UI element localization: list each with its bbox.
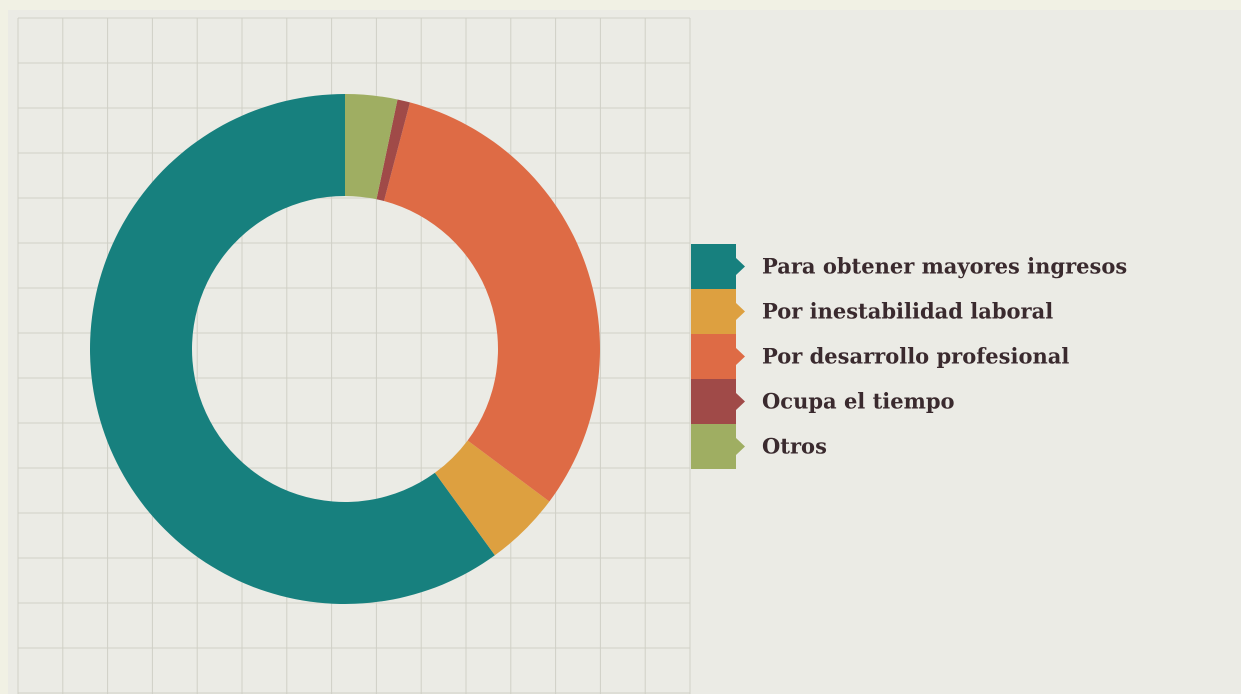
donut-segment — [345, 94, 398, 200]
legend-swatch — [691, 244, 745, 289]
legend-swatch — [691, 379, 745, 424]
legend-label: Por inestabilidad laboral — [762, 299, 1053, 324]
donut-segment — [434, 440, 550, 556]
legend-label: Por desarrollo profesional — [762, 344, 1069, 369]
donut-segment — [376, 99, 410, 202]
donut-segment — [90, 94, 495, 604]
legend-swatch — [691, 334, 745, 379]
legend-label: Ocupa el tiempo — [762, 389, 955, 414]
legend-label: Para obtener mayores ingresos — [762, 254, 1127, 279]
background — [8, 10, 1241, 694]
legend-swatch — [691, 289, 745, 334]
legend-label: Otros — [762, 434, 827, 459]
legend-swatch — [691, 424, 745, 469]
donut-segment — [383, 102, 601, 502]
